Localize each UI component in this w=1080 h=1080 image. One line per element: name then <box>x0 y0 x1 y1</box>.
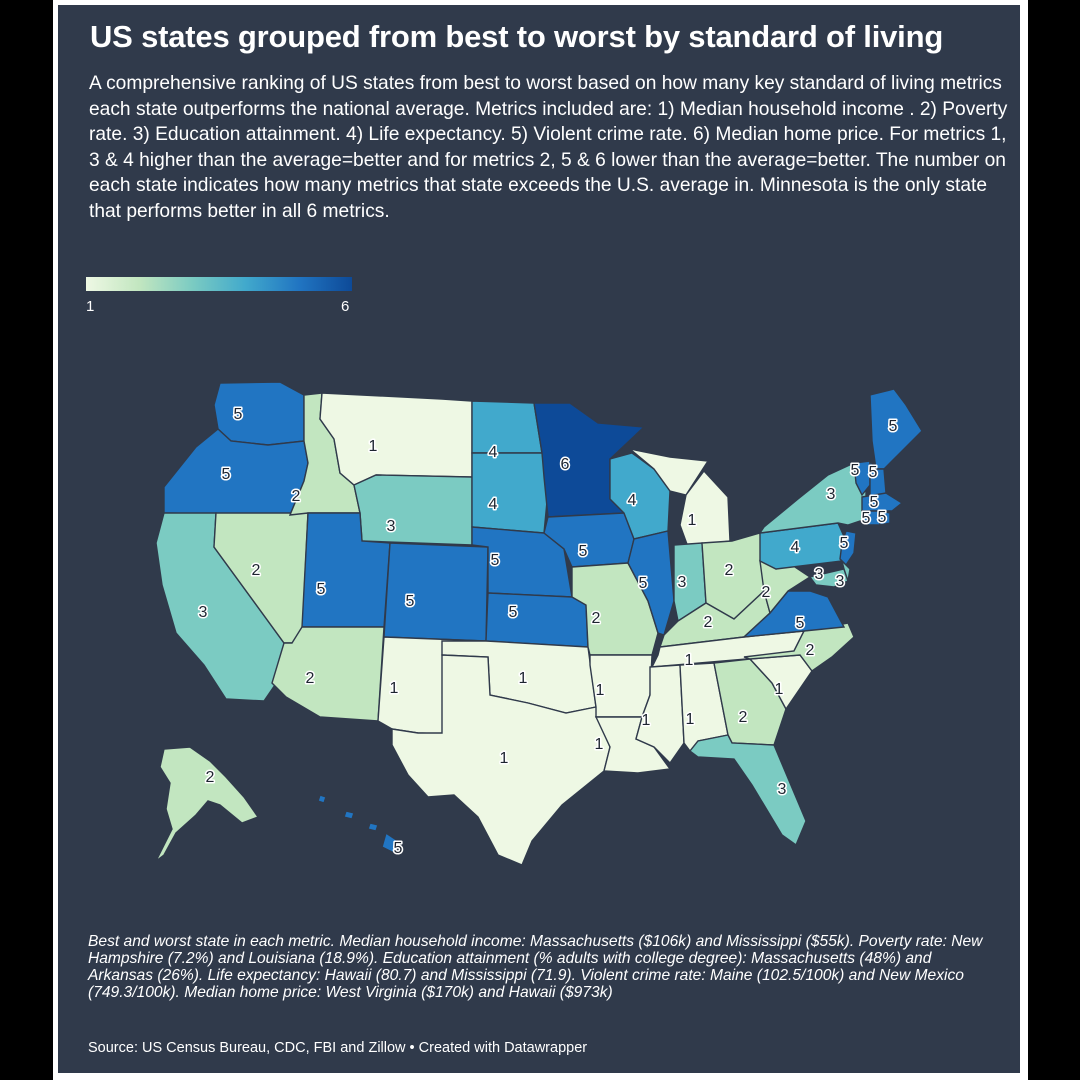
state-value-label-iowa: 5 <box>579 543 588 560</box>
state-montana <box>319 392 473 486</box>
state-value-label-texas: 1 <box>500 750 509 767</box>
state-value-label-nebraska: 5 <box>491 552 500 569</box>
state-hawaii <box>317 794 399 854</box>
state-wyoming <box>353 474 473 546</box>
state-value-label-connecticut: 5 <box>862 510 871 527</box>
legend-max-label: 6 <box>341 298 350 315</box>
state-north-dakota <box>471 400 543 454</box>
state-value-label-new-hampshire: 5 <box>869 464 878 481</box>
states-layer <box>155 381 923 866</box>
state-value-label-oklahoma: 1 <box>519 670 528 687</box>
state-massachusetts <box>861 492 904 512</box>
state-value-label-new-mexico: 1 <box>390 680 399 697</box>
state-value-label-north-carolina: 2 <box>806 642 815 659</box>
state-value-label-west-virginia: 2 <box>762 584 771 601</box>
source-note: Source: US Census Bureau, CDC, FBI and Z… <box>88 1040 588 1056</box>
state-value-label-michigan: 1 <box>688 512 697 529</box>
state-value-label-rhode-island: 5 <box>878 509 887 526</box>
state-kansas <box>485 592 589 648</box>
chart-panel: US states grouped from best to worst by … <box>58 5 1020 1073</box>
state-value-label-mississippi: 1 <box>642 712 651 729</box>
state-value-label-ohio: 2 <box>725 562 734 579</box>
state-value-label-alaska: 2 <box>206 769 215 786</box>
state-value-label-kansas: 5 <box>509 604 518 621</box>
state-value-label-indiana: 3 <box>678 574 687 591</box>
state-value-label-california: 3 <box>199 604 208 621</box>
state-value-label-missouri: 2 <box>592 610 601 627</box>
state-value-label-maryland: 3 <box>815 566 824 583</box>
state-value-label-kentucky: 2 <box>704 614 713 631</box>
state-value-label-illinois: 5 <box>639 575 648 592</box>
state-value-label-maine: 5 <box>889 418 898 435</box>
state-value-label-south-carolina: 1 <box>775 681 784 698</box>
state-new-york <box>758 462 867 534</box>
state-value-label-washington: 5 <box>234 406 243 423</box>
chart-title: US states grouped from best to worst by … <box>90 19 944 54</box>
state-rhode-island <box>879 510 891 526</box>
state-value-label-oregon: 5 <box>222 466 231 483</box>
state-value-label-wyoming: 3 <box>387 518 396 535</box>
state-value-label-minnesota: 6 <box>561 456 570 473</box>
state-value-label-vermont: 5 <box>851 462 860 479</box>
state-maryland <box>808 568 849 588</box>
state-value-label-north-dakota: 4 <box>489 444 498 461</box>
state-value-label-montana: 1 <box>369 438 378 455</box>
state-texas <box>391 654 611 866</box>
state-south-dakota <box>471 452 549 534</box>
state-value-label-florida: 3 <box>778 781 787 798</box>
state-colorado <box>383 542 489 642</box>
state-value-label-tennessee: 1 <box>685 652 694 669</box>
state-value-label-new-jersey: 5 <box>840 535 849 552</box>
footnote: Best and worst state in each metric. Med… <box>88 933 983 1001</box>
state-vermont <box>853 460 871 497</box>
state-value-label-south-dakota: 4 <box>489 496 498 513</box>
state-delaware <box>840 558 851 582</box>
state-value-label-arizona: 2 <box>306 670 315 687</box>
state-new-hampshire <box>869 458 887 498</box>
state-value-label-louisiana: 1 <box>595 736 604 753</box>
state-value-label-new-york: 3 <box>827 486 836 503</box>
state-value-label-pennsylvania: 4 <box>791 539 800 556</box>
state-value-label-virginia: 5 <box>796 615 805 632</box>
state-value-label-nevada: 2 <box>252 562 261 579</box>
state-value-label-wisconsin: 4 <box>628 492 637 509</box>
state-value-label-colorado: 5 <box>406 593 415 610</box>
state-value-label-alabama: 1 <box>686 711 695 728</box>
state-florida <box>689 734 807 847</box>
chart-description: A comprehensive ranking of US states fro… <box>89 73 1008 222</box>
state-maine <box>869 388 923 470</box>
state-washington <box>213 381 305 446</box>
state-value-label-arkansas: 1 <box>596 682 605 699</box>
legend-min-label: 1 <box>86 298 95 315</box>
state-alaska <box>155 746 260 862</box>
state-north-carolina <box>743 622 855 672</box>
color-legend-bar <box>86 277 352 291</box>
state-value-label-delaware: 3 <box>836 573 845 590</box>
state-value-label-utah: 5 <box>317 581 326 598</box>
state-value-label-idaho: 2 <box>292 488 301 505</box>
state-value-label-hawaii: 5 <box>394 840 403 857</box>
state-value-label-massachusetts: 5 <box>870 494 879 511</box>
state-illinois <box>627 530 675 636</box>
state-value-label-georgia: 2 <box>739 709 748 726</box>
